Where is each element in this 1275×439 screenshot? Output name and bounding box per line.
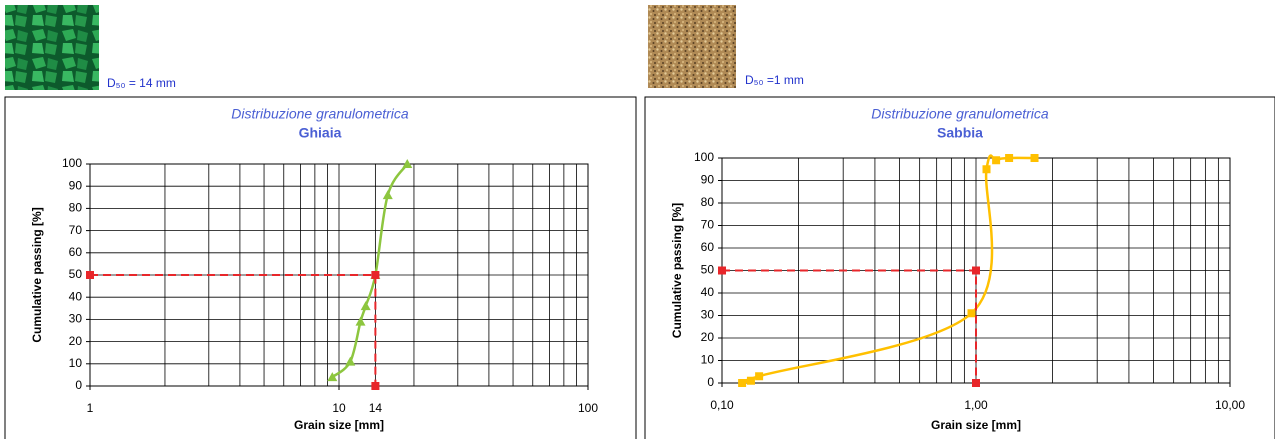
- marker: [718, 267, 726, 275]
- marker: [86, 271, 94, 279]
- x-axis-title: Grain size [mm]: [931, 418, 1021, 432]
- marker: [1005, 154, 1013, 162]
- y-tick-label: 70: [701, 218, 715, 232]
- y-axis-title: Cumulative passing [%]: [30, 207, 44, 342]
- chart-frame: [5, 97, 636, 439]
- y-tick-label: 50: [69, 267, 83, 281]
- y-tick-label: 60: [701, 240, 715, 254]
- y-tick-label: 90: [69, 178, 83, 192]
- y-tick-label: 60: [69, 245, 83, 259]
- y-tick-label: 30: [701, 308, 715, 322]
- caption: D₅₀ =1 mm: [745, 73, 804, 87]
- x-tick-label: 10,00: [1215, 398, 1245, 412]
- marker: [983, 165, 991, 173]
- y-tick-label: 70: [69, 223, 83, 237]
- gravel-photo: [5, 5, 99, 90]
- x-tick-label: 10: [332, 401, 346, 415]
- chart-title: Distribuzione granulometrica: [231, 106, 409, 122]
- marker: [371, 271, 379, 279]
- y-tick-label: 10: [69, 356, 83, 370]
- y-tick-label: 50: [701, 263, 715, 277]
- marker: [967, 309, 975, 317]
- x-tick-label: 0,10: [710, 398, 734, 412]
- marker: [755, 372, 763, 380]
- x-tick-label: 100: [578, 401, 598, 415]
- y-tick-label: 100: [694, 150, 714, 164]
- y-tick-label: 80: [69, 201, 83, 215]
- y-tick-label: 0: [707, 375, 714, 389]
- marker: [992, 156, 1000, 164]
- y-tick-label: 20: [701, 330, 715, 344]
- y-tick-label: 40: [69, 289, 83, 303]
- x-tick-label: 1: [87, 401, 94, 415]
- y-tick-label: 40: [701, 285, 715, 299]
- marker: [747, 377, 755, 385]
- y-axis-title: Cumulative passing [%]: [670, 203, 684, 338]
- y-tick-label: 20: [69, 334, 83, 348]
- x-tick-label: 14: [369, 401, 383, 415]
- chart-title: Distribuzione granulometrica: [871, 106, 1049, 122]
- chart-subtitle: Sabbia: [937, 125, 983, 141]
- sand-photo: [648, 5, 736, 88]
- caption: D₅₀ = 14 mm: [107, 76, 176, 90]
- x-axis-title: Grain size [mm]: [294, 418, 384, 432]
- y-tick-label: 10: [701, 353, 715, 367]
- marker: [1031, 154, 1039, 162]
- x-tick-label: 1,00: [964, 398, 988, 412]
- chart-frame: [645, 97, 1275, 439]
- chart-subtitle: Ghiaia: [299, 125, 342, 141]
- y-tick-label: 90: [701, 173, 715, 187]
- y-tick-label: 80: [701, 195, 715, 209]
- y-tick-label: 100: [62, 156, 82, 170]
- marker: [972, 267, 980, 275]
- marker: [371, 382, 379, 390]
- marker: [738, 379, 746, 387]
- marker: [972, 379, 980, 387]
- page: D₅₀ = 14 mm Distribuzione granulometrica G…: [0, 0, 1275, 439]
- y-tick-label: 30: [69, 312, 83, 326]
- y-tick-label: 0: [75, 378, 82, 392]
